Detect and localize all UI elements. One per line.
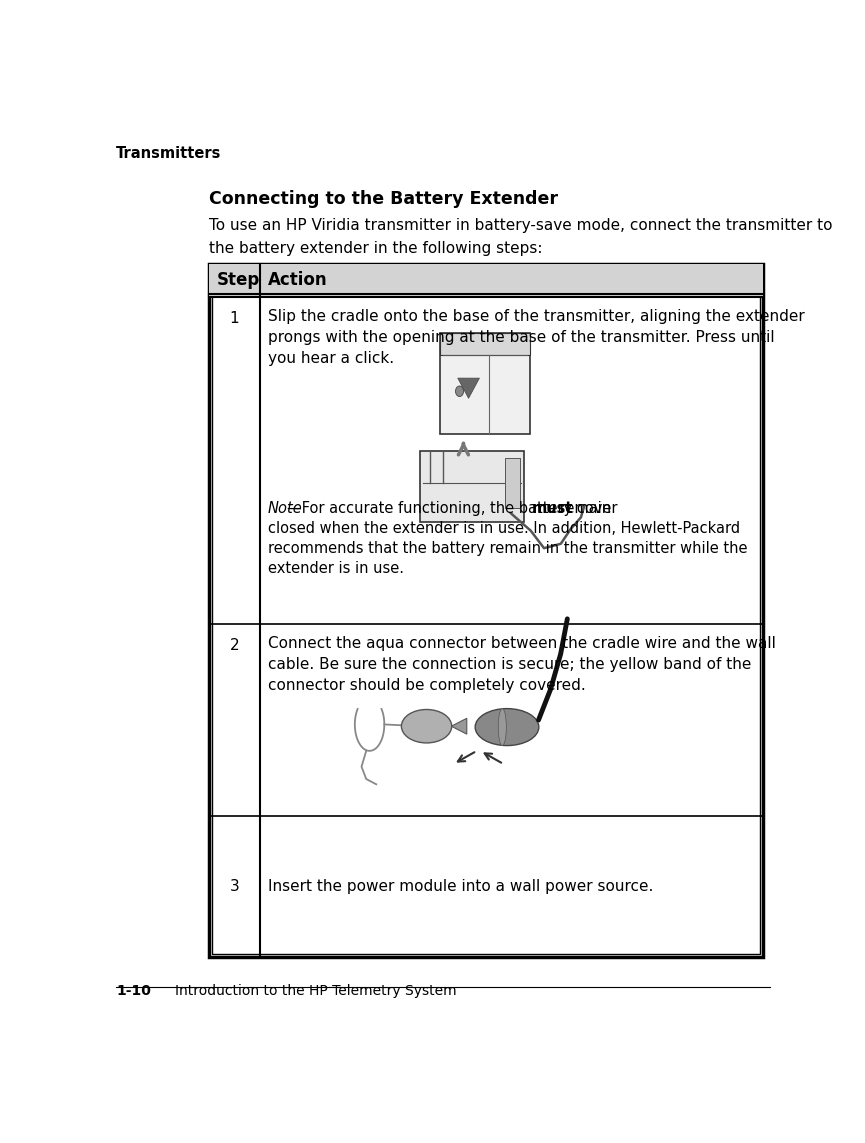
Bar	[208, 264, 763, 957]
Text: Introduction to the HP Telemetry System: Introduction to the HP Telemetry System	[176, 984, 457, 998]
Circle shape	[456, 386, 464, 397]
Ellipse shape	[498, 709, 506, 745]
Text: Connecting to the Battery Extender: Connecting to the Battery Extender	[208, 190, 558, 208]
Bar	[420, 451, 524, 522]
Text: extender is in use.: extender is in use.	[268, 561, 404, 576]
Text: 1: 1	[229, 311, 239, 326]
Bar	[439, 333, 530, 434]
Polygon shape	[452, 718, 467, 734]
FancyArrowPatch shape	[458, 443, 469, 455]
Text: Action: Action	[268, 271, 328, 289]
Text: Slip the cradle onto the base of the transmitter, aligning the extender: Slip the cradle onto the base of the tra…	[268, 309, 804, 323]
Text: —For accurate functioning, the battery cover: —For accurate functioning, the battery c…	[286, 501, 622, 515]
Bar	[208, 264, 763, 296]
Text: Transmitters: Transmitters	[116, 146, 221, 161]
Text: cable. Be sure the connection is secure; the yellow band of the: cable. Be sure the connection is secure;…	[268, 657, 751, 672]
Polygon shape	[458, 378, 479, 399]
Ellipse shape	[401, 710, 452, 743]
Text: Step: Step	[217, 271, 260, 289]
Text: closed when the extender is in use. In addition, Hewlett-Packard: closed when the extender is in use. In a…	[268, 521, 740, 536]
Text: Note: Note	[268, 501, 303, 515]
Text: Connect the aqua connector between the cradle wire and the wall: Connect the aqua connector between the c…	[268, 637, 776, 652]
Bar	[212, 267, 760, 953]
Bar	[505, 458, 520, 507]
FancyArrowPatch shape	[484, 753, 501, 762]
Text: the battery extender in the following steps:: the battery extender in the following st…	[208, 241, 542, 256]
Text: 2: 2	[229, 638, 239, 653]
Text: 1-10: 1-10	[116, 984, 151, 998]
Text: Insert the power module into a wall power source.: Insert the power module into a wall powe…	[268, 879, 653, 894]
Text: connector should be completely covered.: connector should be completely covered.	[268, 678, 586, 694]
Ellipse shape	[475, 709, 539, 745]
Text: recommends that the battery remain in the transmitter while the: recommends that the battery remain in th…	[268, 541, 747, 557]
Text: must: must	[531, 501, 573, 515]
FancyArrowPatch shape	[458, 752, 474, 761]
Text: you hear a click.: you hear a click.	[268, 351, 394, 366]
Bar	[439, 333, 530, 354]
Text: remain: remain	[555, 501, 612, 515]
Text: To use an HP Viridia transmitter in battery-save mode, connect the transmitter t: To use an HP Viridia transmitter in batt…	[208, 218, 832, 233]
Text: 3: 3	[229, 879, 240, 894]
Text: prongs with the opening at the base of the transmitter. Press until: prongs with the opening at the base of t…	[268, 330, 774, 345]
